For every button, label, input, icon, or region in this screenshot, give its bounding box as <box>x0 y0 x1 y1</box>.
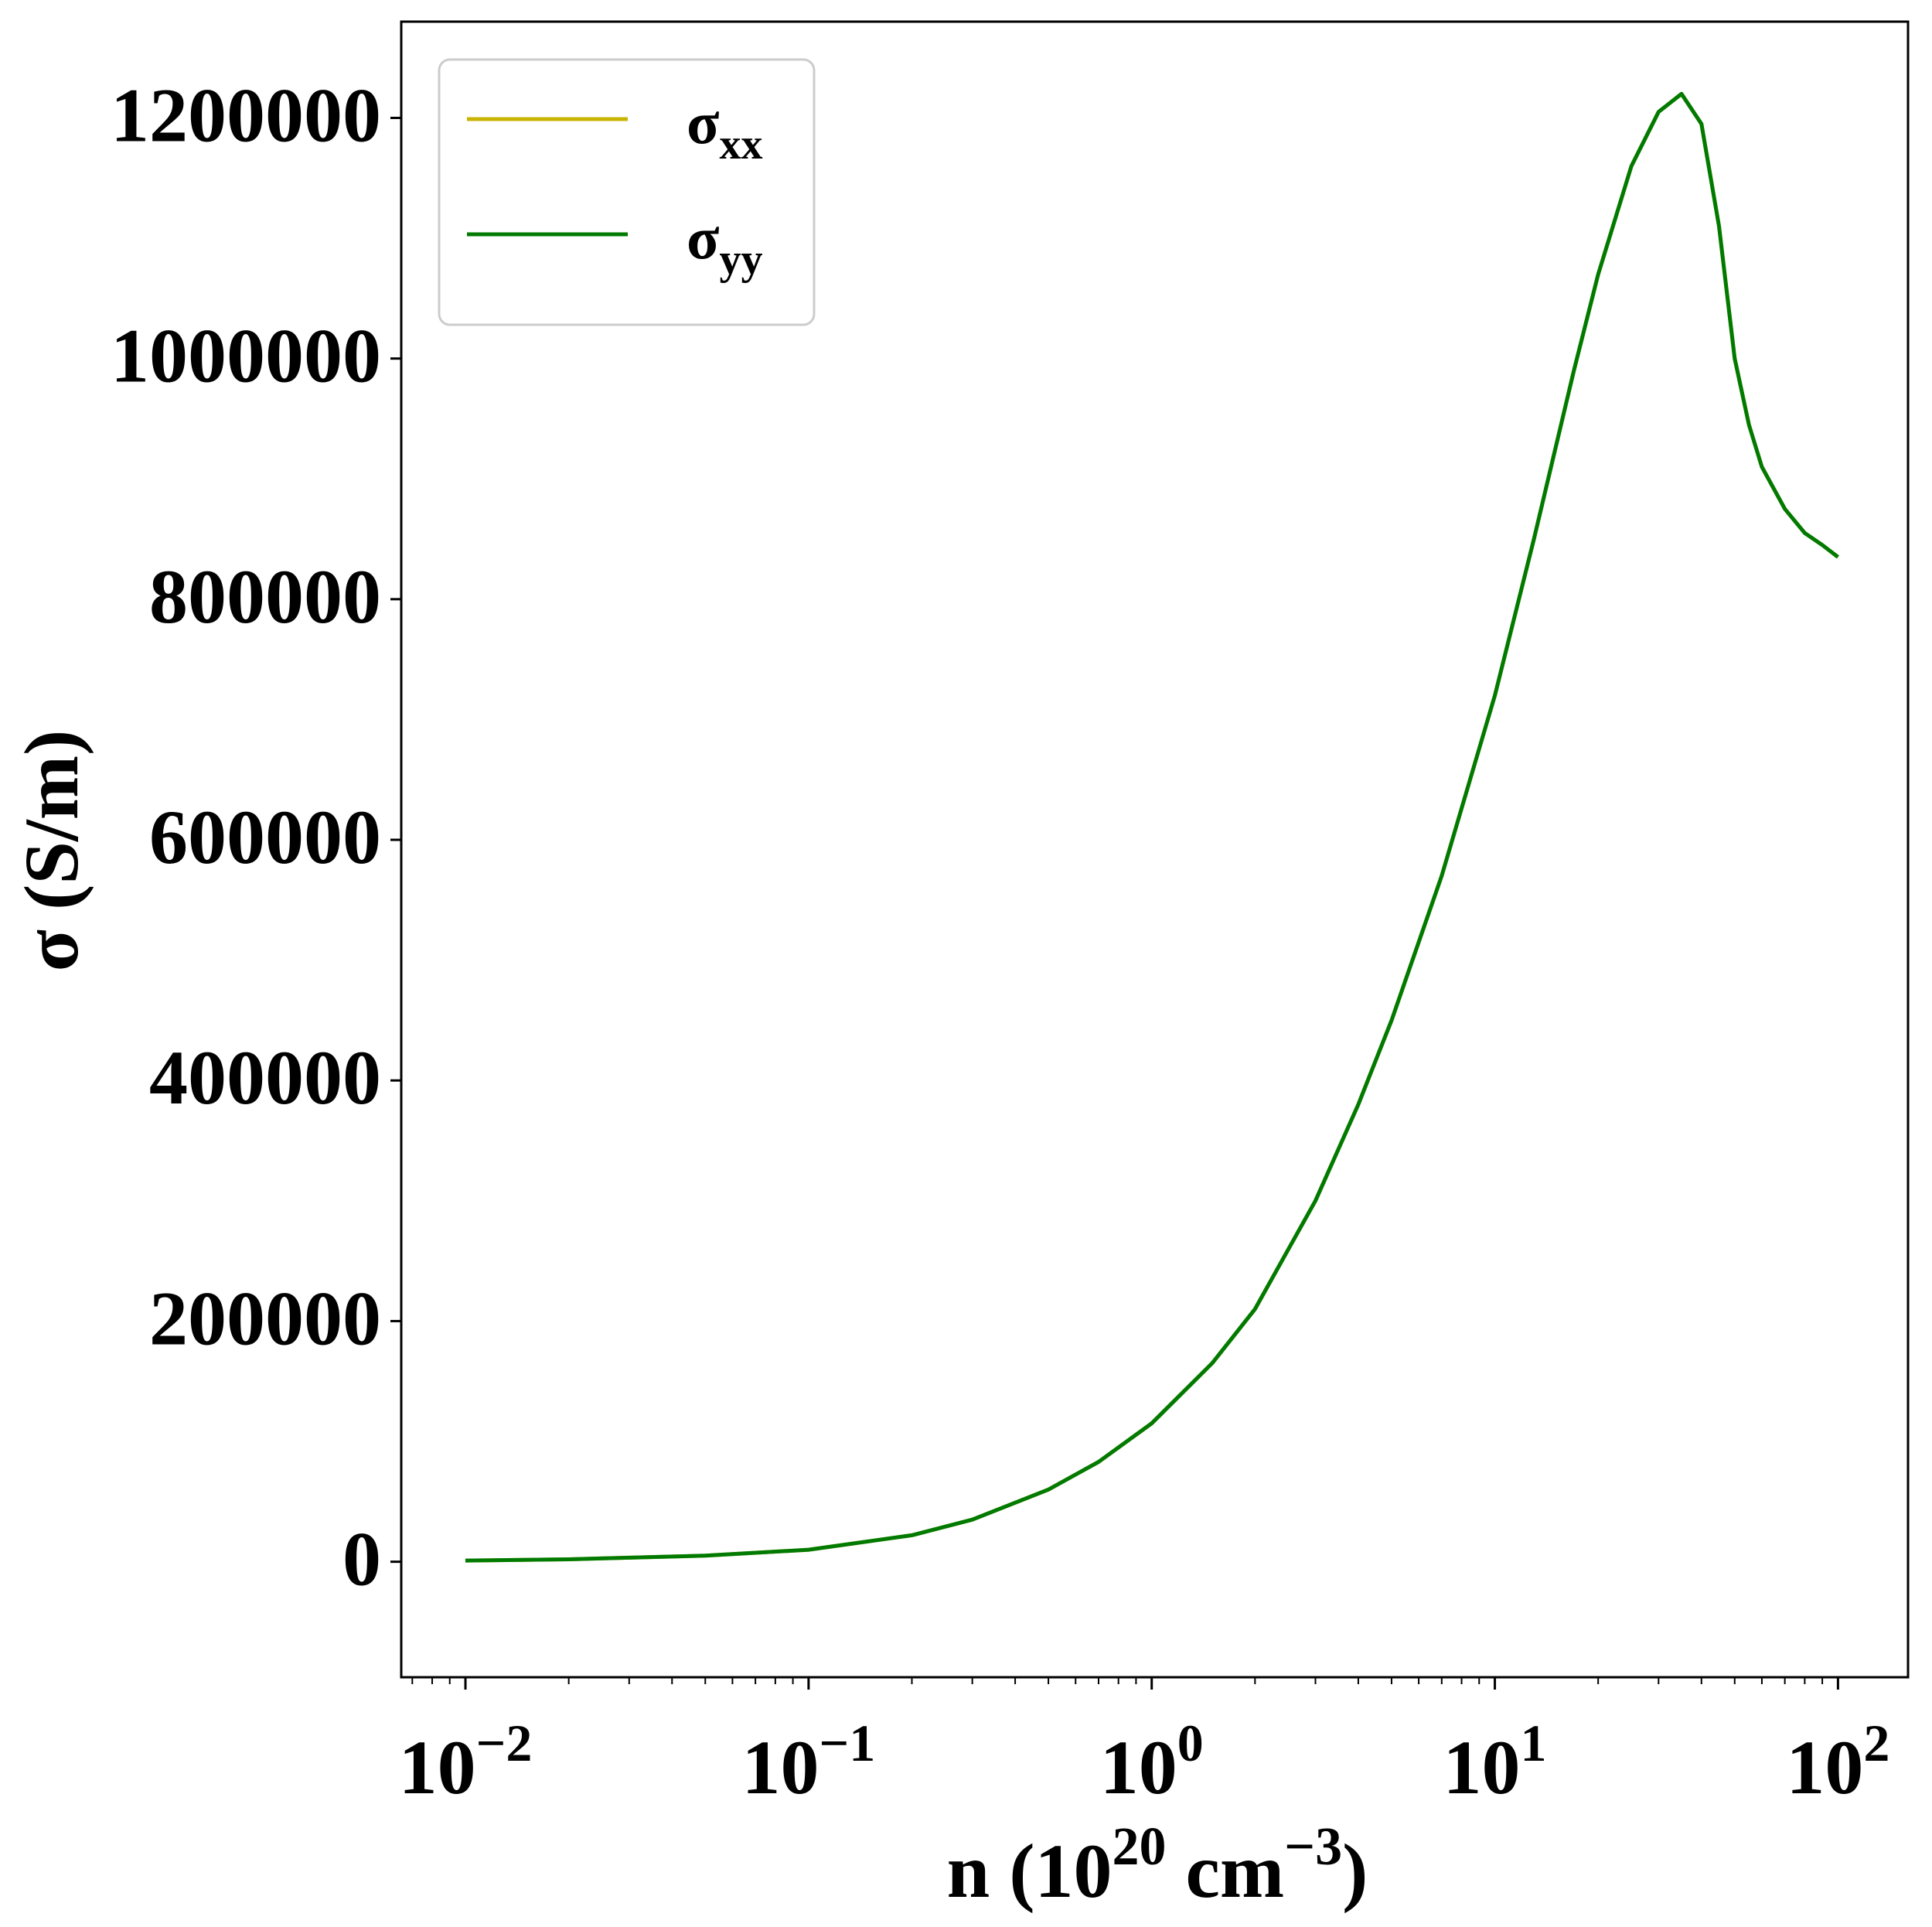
x-tick-label: 100 <box>1100 1714 1204 1810</box>
plot-lines <box>465 91 1839 1563</box>
y-tick-label: 400000 <box>149 1035 381 1120</box>
x-tick-label-exp: −1 <box>819 1714 876 1772</box>
plot-area-frame <box>400 20 1910 1679</box>
x-axis-title-exp2: −3 <box>1284 1817 1342 1877</box>
x-tick-label-exp: 1 <box>1521 1714 1547 1772</box>
x-tick-label-exp: 2 <box>1863 1714 1889 1772</box>
y-tick-label: 0 <box>342 1516 381 1602</box>
x-tick-label: 10−2 <box>399 1714 533 1810</box>
legend-label-sigma-xx: σxx <box>687 89 762 169</box>
x-tick-label: 102 <box>1786 1714 1889 1810</box>
x-tick-label: 10−1 <box>742 1714 876 1810</box>
x-axis-title-base: n (10 <box>947 1828 1113 1914</box>
legend-label-sigma-yy: σyy <box>687 204 762 284</box>
x-axis-title: n (1020 cm−3) <box>947 1817 1368 1914</box>
x-tick-label-base: 10 <box>1443 1724 1521 1810</box>
x-tick-label-base: 10 <box>1100 1724 1177 1810</box>
x-tick-label-base: 10 <box>399 1724 476 1810</box>
series-line-sigma-yy <box>465 91 1839 1563</box>
legend-label-sigma-xx-base: σ <box>687 89 719 156</box>
x-axis-title-end: ) <box>1342 1828 1368 1914</box>
x-tick-label-base: 10 <box>742 1724 819 1810</box>
x-axis: 10−2 10−1 100 101 102 <box>399 1677 1889 1810</box>
y-axis: 0 200000 400000 600000 800000 1000000 1200000 <box>111 72 401 1602</box>
legend-label-sigma-yy-sub: yy <box>719 236 762 284</box>
legend-frame <box>438 58 816 326</box>
x-axis-title-mid: cm <box>1167 1828 1285 1914</box>
x-axis-title-exp1: 20 <box>1113 1817 1167 1877</box>
x-tick-label-exp: 0 <box>1177 1714 1204 1772</box>
y-axis-title: σ (S/m) <box>9 730 94 972</box>
legend-label-sigma-yy-base: σ <box>687 204 719 271</box>
legend: σxx σyy <box>438 58 816 326</box>
y-tick-label: 600000 <box>149 794 381 880</box>
y-tick-label: 800000 <box>149 554 381 639</box>
legend-label-sigma-xx-sub: xx <box>719 121 762 169</box>
y-tick-label: 1200000 <box>111 72 381 158</box>
x-tick-label: 101 <box>1443 1714 1547 1810</box>
y-tick-label: 1000000 <box>111 313 381 399</box>
x-tick-label-exp: −2 <box>476 1714 533 1772</box>
y-tick-label: 200000 <box>149 1275 381 1361</box>
x-tick-label-base: 10 <box>1786 1724 1863 1810</box>
